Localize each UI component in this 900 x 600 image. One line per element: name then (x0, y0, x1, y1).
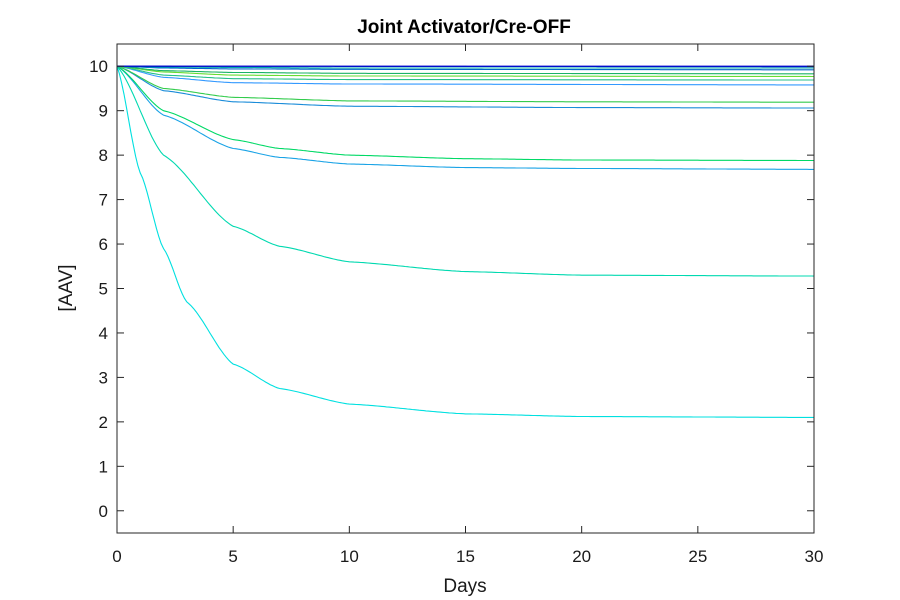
x-axis-label: Days (443, 576, 486, 597)
y-axis: 0 1 2 3 4 5 6 7 8 9 10 (89, 57, 814, 521)
series-line-9 (116, 65, 814, 78)
y-tick-label: 3 (99, 368, 108, 387)
y-tick-label: 9 (99, 102, 108, 121)
series-line-2 (116, 65, 815, 277)
x-tick-label: 15 (456, 547, 475, 566)
plot-area-box (116, 43, 815, 534)
series-group (116, 65, 815, 418)
y-tick-label: 8 (99, 146, 108, 165)
series-line-11 (116, 65, 814, 71)
series-line-5 (116, 65, 814, 109)
chart-title: Joint Activator/Cre-OFF (357, 17, 571, 38)
series-line-4 (116, 65, 814, 162)
x-tick-label: 5 (228, 547, 237, 566)
series-line-10 (116, 65, 814, 75)
series-line-7 (116, 65, 814, 86)
series-line-6 (116, 65, 814, 103)
series-line-1 (116, 66, 814, 418)
y-axis-label: [AAV] (56, 264, 77, 311)
x-tick-label: 25 (688, 547, 707, 566)
series-line-3 (116, 65, 814, 170)
x-tick-label: 10 (340, 547, 359, 566)
y-tick-label: 1 (99, 457, 108, 476)
y-tick-label: 2 (99, 413, 108, 432)
y-tick-label: 5 (99, 280, 108, 299)
x-tick-label: 20 (572, 547, 591, 566)
y-tick-label: 0 (99, 502, 108, 521)
y-tick-label: 4 (99, 324, 108, 343)
y-tick-label: 10 (89, 57, 108, 76)
x-axis: 0 5 10 15 20 25 30 (112, 44, 823, 566)
x-tick-label: 0 (112, 547, 121, 566)
y-tick-label: 7 (99, 191, 108, 210)
series-line-8 (116, 65, 814, 81)
y-tick-label: 6 (99, 235, 108, 254)
x-tick-label: 30 (805, 547, 824, 566)
series-line-12 (116, 65, 814, 69)
